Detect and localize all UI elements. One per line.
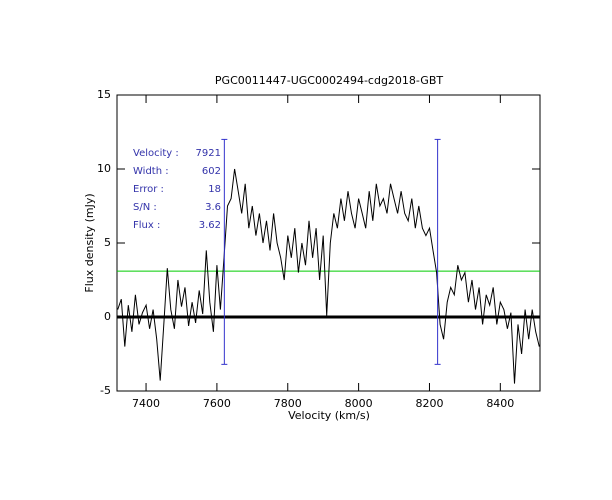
y-tick-label: -5 bbox=[100, 384, 111, 397]
y-axis-label: Flux density (mJy) bbox=[83, 193, 96, 292]
annotation-value: 3.62 bbox=[199, 220, 221, 231]
spectrum-line bbox=[117, 168, 540, 384]
y-tick-label: 5 bbox=[104, 236, 111, 249]
x-tick-label: 7600 bbox=[203, 397, 231, 410]
x-tick-label: 7400 bbox=[132, 397, 160, 410]
x-tick-label: 7800 bbox=[274, 397, 302, 410]
y-tick-label: 0 bbox=[104, 310, 111, 323]
annotation-label: S/N : bbox=[133, 202, 157, 213]
annotation-label: Flux : bbox=[133, 220, 160, 231]
x-tick-label: 8400 bbox=[486, 397, 514, 410]
x-tick-label: 8000 bbox=[345, 397, 373, 410]
y-tick-label: 15 bbox=[97, 88, 111, 101]
annotation-value: 18 bbox=[208, 184, 221, 195]
y-tick-label: 10 bbox=[97, 162, 111, 175]
annotation-value: 3.6 bbox=[205, 202, 221, 213]
annotation-label: Width : bbox=[133, 166, 169, 177]
chart-title: PGC0011447-UGC0002494-cdg2018-GBT bbox=[215, 74, 443, 87]
x-axis-label: Velocity (km/s) bbox=[288, 409, 370, 422]
annotation-label: Error : bbox=[133, 184, 164, 195]
annotation-value: 7921 bbox=[196, 148, 221, 159]
annotation-value: 602 bbox=[202, 166, 221, 177]
annotation-label: Velocity : bbox=[133, 148, 179, 159]
x-tick-label: 8200 bbox=[415, 397, 443, 410]
